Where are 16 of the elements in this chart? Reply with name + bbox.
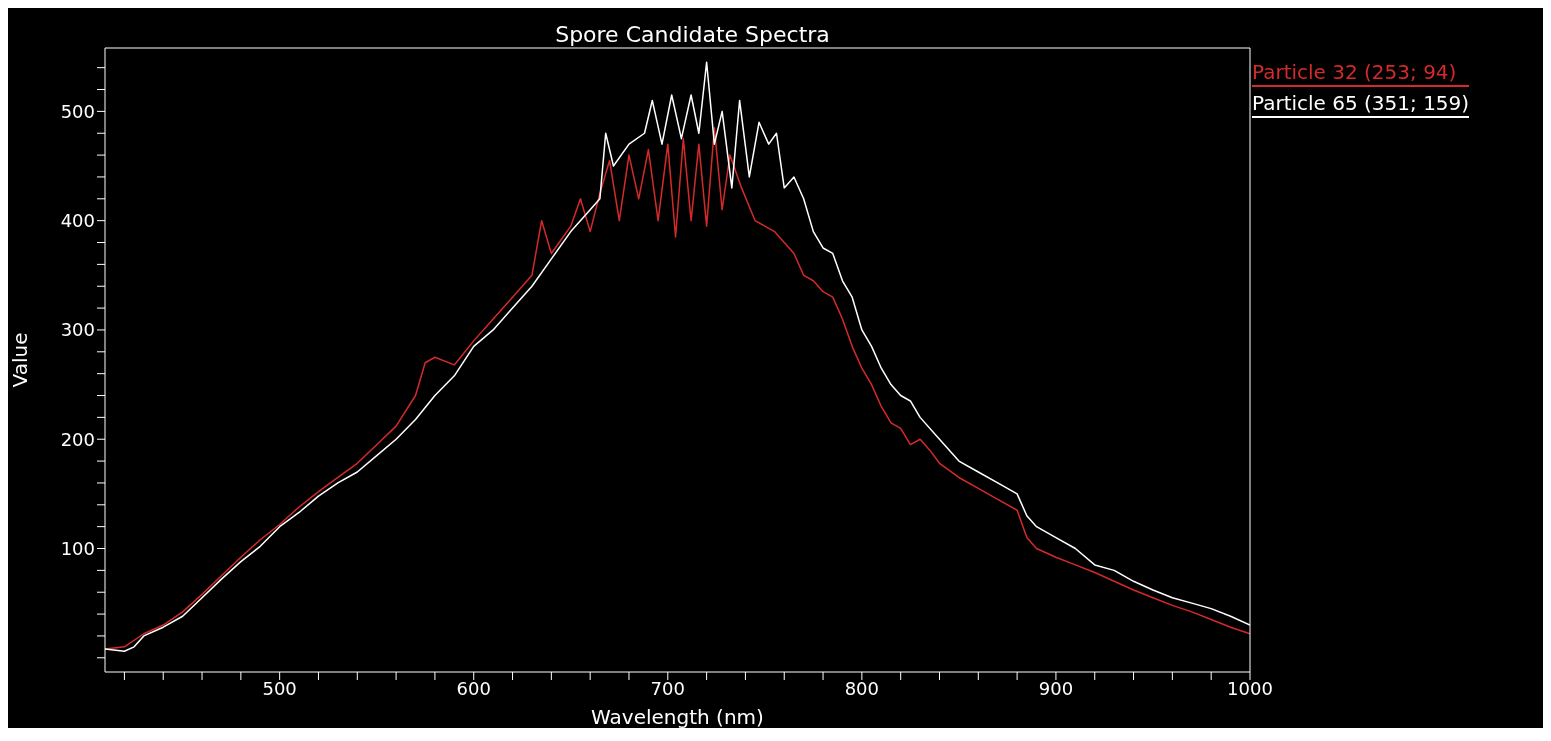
y-tick-label: 300: [60, 319, 95, 341]
y-tick-label: 200: [60, 428, 95, 450]
y-tick-label: 500: [60, 100, 95, 122]
x-axis-title: Wavelength (nm): [591, 705, 764, 729]
chart-title: Spore Candidate Spectra: [554, 22, 831, 47]
y-tick-label: 100: [60, 537, 95, 559]
y-axis-title: Value: [8, 332, 33, 388]
x-tick-label: 700: [650, 677, 685, 699]
x-tick-label: 800: [844, 677, 880, 699]
x-tick-label: 500: [262, 677, 297, 699]
x-tick-label: 1000: [1227, 677, 1273, 699]
text: Particle 65 (351; 159): [1252, 91, 1470, 118]
x-tick-label: 900: [1038, 677, 1074, 699]
x-tick-label: 600: [456, 677, 491, 699]
y-tick-label: 400: [60, 210, 95, 232]
text: Particle 32 (253; 94): [1252, 60, 1470, 87]
